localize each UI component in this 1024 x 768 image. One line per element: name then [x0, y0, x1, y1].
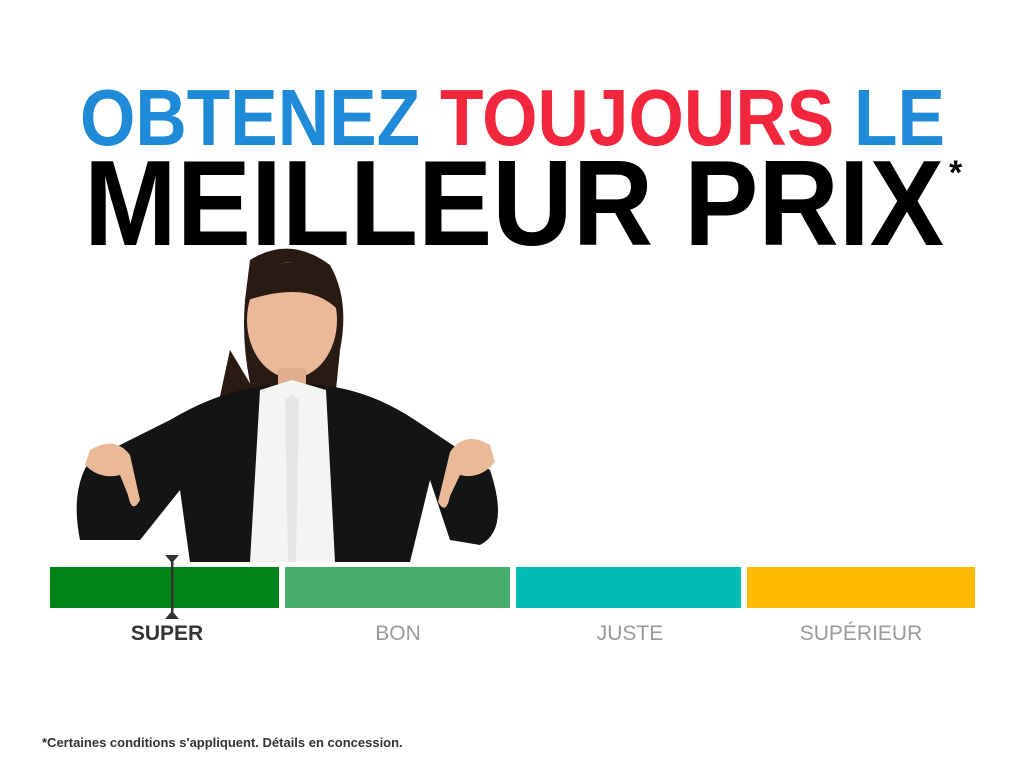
headline-line1: OBTENEZ TOUJOURS LE	[80, 84, 945, 150]
price-marker-icon	[165, 555, 179, 619]
headline-asterisk: *	[949, 156, 963, 186]
headline-word-le: LE	[854, 84, 945, 150]
headline-line2: MEILLEUR PRIX	[84, 155, 944, 249]
scale-segment-bon	[285, 567, 510, 608]
scale-segment-super	[50, 567, 279, 608]
headline-word-obtenez: OBTENEZ	[80, 84, 420, 150]
headline-line2-wrap: MEILLEUR PRIX	[84, 155, 944, 249]
headline-asterisk-wrap: *	[949, 156, 963, 186]
scale-label-juste: JUSTE	[596, 622, 664, 645]
woman-pointing-photo	[76, 248, 499, 562]
scale-label-super: SUPER	[130, 622, 204, 645]
scale-segment-superieur	[747, 567, 975, 608]
headline-line1-wrap: OBTENEZ TOUJOURS LE	[80, 84, 945, 150]
scale-label-bon: BON	[375, 622, 421, 645]
scale-label-superieur: SUPÉRIEUR	[799, 622, 923, 645]
footnote: *Certaines conditions s'appliquent. Déta…	[42, 735, 403, 750]
scale-segment-juste	[516, 567, 741, 608]
headline-word-toujours: TOUJOURS	[440, 84, 834, 150]
